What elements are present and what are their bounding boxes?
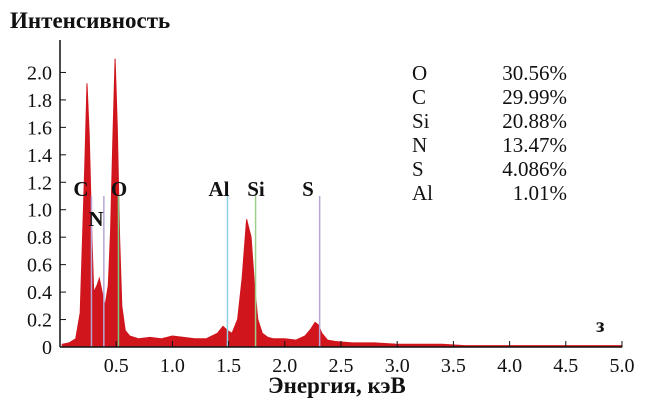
x-tick-label: 3.5	[441, 355, 466, 377]
composition-element: Al	[412, 181, 433, 205]
composition-value: 13.47%	[502, 133, 567, 157]
composition-value: 30.56%	[502, 61, 567, 85]
y-axis-title: Интенсивность	[10, 8, 170, 33]
composition-value: 20.88%	[502, 109, 567, 133]
x-tick-label: 1.5	[216, 355, 241, 377]
y-tick-label: 1.8	[27, 90, 52, 112]
y-tick-label: 0.8	[27, 227, 52, 249]
element-label-c: C	[73, 177, 88, 201]
element-label-al: Al	[209, 177, 230, 201]
composition-element: O	[412, 61, 427, 85]
y-tick-label: 1.6	[27, 117, 52, 139]
composition-value: 29.99%	[502, 85, 567, 109]
x-tick-label: 4.5	[553, 355, 578, 377]
x-tick-label: 1.0	[160, 355, 185, 377]
composition-element: S	[412, 157, 424, 181]
axes: 0 0.2 0.4 0.6 0.8 1.0 1.2 1.4 1.6 1.8 2.0 0.5 1.0 1.5…	[27, 40, 635, 377]
element-label-s: S	[302, 177, 314, 201]
composition-value: 4.086%	[502, 157, 567, 181]
composition-element: Si	[412, 109, 430, 133]
x-tick-label: 3.0	[385, 355, 410, 377]
x-tick-label: 5.0	[610, 355, 635, 377]
x-axis-title: Энергия, кэВ	[268, 373, 406, 398]
element-label-o: O	[111, 177, 127, 201]
y-tick-label: 1.2	[27, 172, 52, 194]
y-tick-label: 2.0	[27, 62, 52, 84]
x-tick-label: 2.5	[329, 355, 354, 377]
composition-value: 1.01%	[513, 181, 567, 205]
x-tick-label: 0.5	[104, 355, 129, 377]
element-lines	[90, 196, 321, 347]
composition-element: C	[412, 85, 426, 109]
y-tick-label: 1.4	[27, 145, 52, 167]
composition-table: O 30.56% C 29.99% Si 20.88% N 13.47% S 4.086% Al 1.…	[412, 61, 567, 205]
y-tick-label: 0	[42, 337, 52, 359]
element-label-si: Si	[247, 177, 265, 201]
element-label-n: N	[88, 207, 103, 231]
corner-label: з	[596, 313, 604, 337]
y-tick-label: 0.2	[27, 310, 52, 332]
composition-element: N	[412, 133, 427, 157]
y-tick-label: 0.6	[27, 255, 52, 277]
x-tick-label: 4.0	[497, 355, 522, 377]
y-tick-label: 1.0	[27, 200, 52, 222]
y-tick-label: 0.4	[27, 282, 52, 304]
element-labels: CNO Al Si S	[73, 177, 313, 231]
x-tick-label: 2.0	[272, 355, 297, 377]
